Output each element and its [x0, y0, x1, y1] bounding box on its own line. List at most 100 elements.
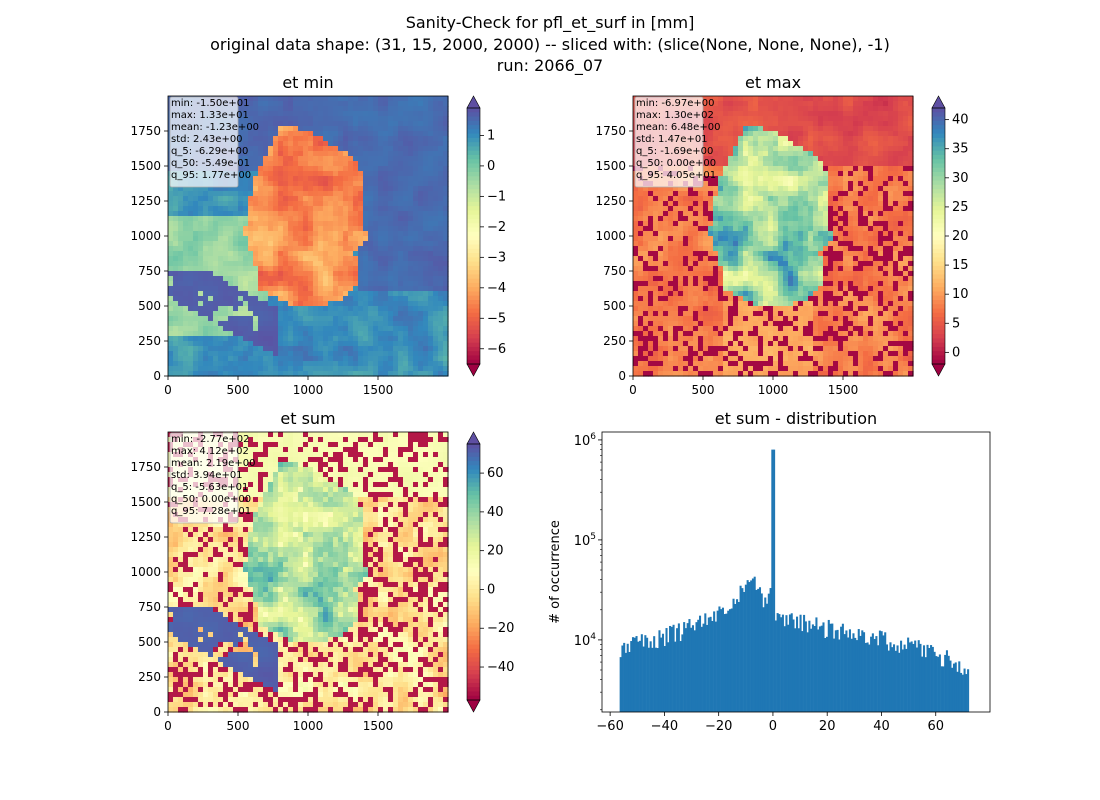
heatmap-cell — [418, 186, 424, 192]
heatmap-cell — [698, 226, 704, 232]
heatmap-cell — [358, 356, 364, 362]
heatmap-cell — [398, 371, 404, 377]
heatmap-cell — [353, 371, 359, 377]
heatmap-cell — [753, 236, 759, 242]
heatmap-cell — [218, 241, 224, 247]
heatmap-cell — [723, 166, 729, 172]
heatmap-cell — [388, 141, 394, 147]
heatmap-cell — [368, 296, 374, 302]
heatmap-cell — [273, 191, 279, 197]
heatmap-cell — [668, 186, 674, 192]
colorbar-step — [467, 184, 480, 190]
heatmap-cell — [183, 336, 189, 342]
heatmap-cell — [358, 371, 364, 377]
heatmap-cell — [358, 316, 364, 322]
heatmap-cell — [713, 216, 719, 222]
heatmap-cell — [308, 366, 314, 372]
heatmap-cell — [803, 176, 809, 182]
heatmap-cell — [353, 341, 359, 347]
heatmap-cell — [228, 261, 234, 267]
heatmap-cell — [253, 316, 259, 322]
heatmap-cell — [353, 181, 359, 187]
heatmap-cell — [273, 206, 279, 212]
heatmap-cell — [443, 101, 449, 107]
heatmap-cell — [273, 151, 279, 157]
heatmap-cell — [888, 121, 894, 127]
heatmap-cell — [323, 341, 329, 347]
heatmap-cell — [183, 351, 189, 357]
heatmap-cell — [203, 331, 209, 337]
heatmap-cell — [343, 316, 349, 322]
heatmap-cell — [263, 271, 269, 277]
heatmap-cell — [338, 206, 344, 212]
heatmap-cell — [423, 256, 429, 262]
heatmap-cell — [843, 106, 849, 112]
heatmap-cell — [848, 101, 854, 107]
heatmap-cell — [338, 266, 344, 272]
heatmap-cell — [363, 291, 369, 297]
heatmap-cell — [403, 106, 409, 112]
heatmap-cell — [748, 231, 754, 237]
heatmap-cell — [298, 166, 304, 172]
heatmap-cell — [248, 276, 254, 282]
heatmap-cell — [888, 236, 894, 242]
heatmap-cell — [328, 331, 334, 337]
heatmap-cell — [788, 196, 794, 202]
heatmap-cell — [258, 266, 264, 272]
heatmap-cell — [743, 176, 749, 182]
heatmap-cell — [688, 236, 694, 242]
heatmap-cell — [288, 121, 294, 127]
heatmap-cell — [708, 211, 714, 217]
heatmap-cell — [218, 266, 224, 272]
heatmap-cell — [688, 196, 694, 202]
heatmap-cell — [398, 101, 404, 107]
heatmap-cell — [253, 136, 259, 142]
heatmap-cell — [753, 241, 759, 247]
heatmap-cell — [858, 101, 864, 107]
heatmap-cell — [438, 121, 444, 127]
heatmap-cell — [268, 191, 274, 197]
heatmap-cell — [388, 276, 394, 282]
heatmap-cell — [388, 281, 394, 287]
heatmap-cell — [338, 221, 344, 227]
heatmap-cell — [898, 131, 904, 137]
heatmap-cell — [873, 201, 879, 207]
heatmap-cell — [908, 171, 914, 177]
heatmap-cell — [308, 171, 314, 177]
heatmap-cell — [233, 356, 239, 362]
heatmap-cell — [318, 96, 324, 102]
heatmap-cell — [718, 101, 724, 107]
heatmap-cell — [703, 201, 709, 207]
heatmap-cell — [283, 326, 289, 332]
heatmap-cell — [293, 331, 299, 337]
heatmap-cell — [828, 211, 834, 217]
heatmap-cell — [198, 286, 204, 292]
heatmap-cell — [678, 221, 684, 227]
heatmap-cell — [298, 111, 304, 117]
heatmap-cell — [263, 356, 269, 362]
heatmap-cell — [283, 236, 289, 242]
heatmap-cell — [833, 136, 839, 142]
heatmap-cell — [253, 171, 259, 177]
heatmap-cell — [803, 231, 809, 237]
heatmap-cell — [208, 306, 214, 312]
heatmap-cell — [883, 201, 889, 207]
heatmap-cell — [413, 361, 419, 367]
heatmap-cell — [328, 236, 334, 242]
heatmap-cell — [178, 331, 184, 337]
heatmap-cell — [703, 226, 709, 232]
heatmap-cell — [843, 121, 849, 127]
heatmap-cell — [178, 346, 184, 352]
heatmap-cell — [893, 236, 899, 242]
heatmap-cell — [903, 126, 909, 132]
heatmap-cell — [378, 331, 384, 337]
heatmap-cell — [313, 176, 319, 182]
heatmap-cell — [283, 346, 289, 352]
heatmap-cell — [908, 226, 914, 232]
heatmap-cell — [248, 121, 254, 127]
heatmap-cell — [648, 236, 654, 242]
heatmap-cell — [703, 146, 709, 152]
heatmap-cell — [418, 191, 424, 197]
heatmap-cell — [368, 186, 374, 192]
heatmap-cell — [388, 301, 394, 307]
